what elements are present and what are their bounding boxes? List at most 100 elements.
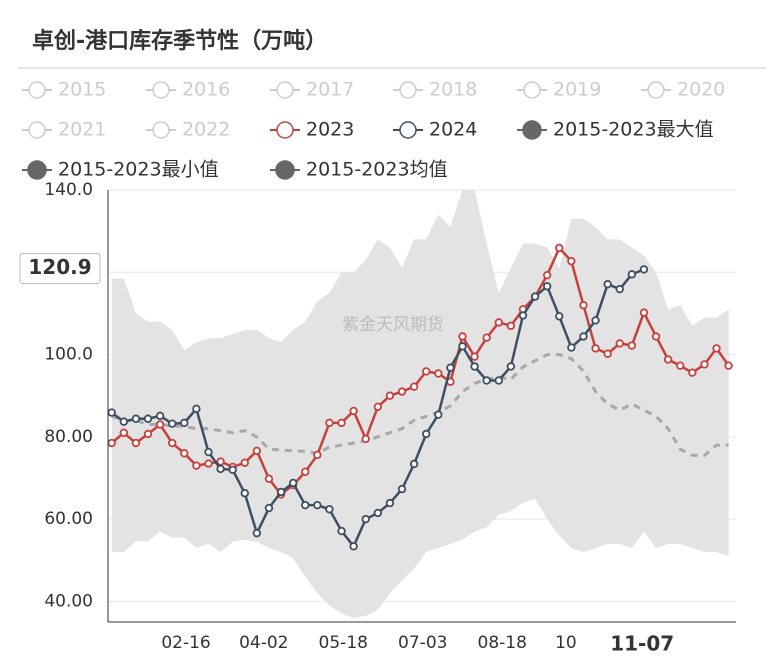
data-point <box>482 376 491 385</box>
data-point <box>264 474 274 484</box>
x-pointer-label: 11-07 <box>610 632 674 656</box>
y-pointer-label: 120.9 <box>28 255 91 279</box>
data-point <box>688 368 697 377</box>
data-point <box>288 478 298 488</box>
legend-label: 2015-2023均值 <box>306 159 448 181</box>
data-point <box>361 514 370 524</box>
pointer-label-box <box>19 253 101 285</box>
data-point <box>204 459 213 468</box>
legend-label: 2022 <box>182 119 230 141</box>
data-point <box>252 528 262 538</box>
data-point <box>325 418 334 428</box>
legend-icon-marker <box>647 81 665 99</box>
y-tick-label: 60.00 <box>44 509 93 529</box>
data-point <box>385 391 395 400</box>
legend-label: 2020 <box>677 79 725 101</box>
data-point <box>506 321 516 330</box>
x-tick-label: 07-03 <box>398 633 447 653</box>
data-point <box>204 447 213 457</box>
x-tick-label: 10 <box>555 633 577 653</box>
data-point <box>615 284 624 294</box>
data-point <box>409 382 419 391</box>
legend-icon-marker <box>152 81 170 99</box>
data-point <box>373 402 383 412</box>
data-point <box>167 419 177 428</box>
data-point <box>591 344 600 353</box>
y-tick-label: 80.00 <box>44 427 93 447</box>
data-point <box>192 461 201 470</box>
data-point <box>627 341 637 350</box>
data-point <box>373 508 383 518</box>
y-tick-label: 40.00 <box>44 591 93 611</box>
data-point <box>349 406 358 416</box>
data-point <box>542 270 552 280</box>
data-point <box>494 376 503 385</box>
data-point <box>276 487 286 497</box>
legend-icon-marker <box>523 81 541 99</box>
data-point <box>567 256 576 266</box>
data-point <box>301 467 310 477</box>
data-point <box>434 410 443 419</box>
data-point <box>422 367 431 376</box>
legend-label: 2015-2023最大值 <box>553 119 714 141</box>
data-point <box>639 308 649 317</box>
data-point <box>107 408 116 417</box>
data-point <box>240 458 249 467</box>
data-point <box>313 500 322 510</box>
data-point <box>397 484 407 494</box>
data-point <box>651 332 661 341</box>
data-point <box>131 414 141 423</box>
data-point <box>409 459 419 469</box>
data-point <box>131 438 141 448</box>
data-point <box>313 450 322 460</box>
data-point <box>567 343 576 352</box>
data-point <box>603 280 612 289</box>
chart-title: 卓创-港口库存季节性（万吨） <box>32 28 327 54</box>
legend-label: 2023 <box>306 119 354 141</box>
legend-icon-marker <box>399 121 417 139</box>
series-line <box>111 353 729 457</box>
legend-icon-marker <box>522 120 542 140</box>
legend-label: 2024 <box>429 119 477 141</box>
data-point <box>301 500 310 510</box>
legend: 2015 2016 2017 2018 2019 2020 2021 2022 2023 2024… <box>22 79 725 181</box>
x-tick-label: 02-16 <box>161 633 210 653</box>
legend-icon-marker <box>275 160 295 180</box>
data-point <box>252 446 262 456</box>
legend-icon-marker <box>27 160 47 180</box>
data-point <box>446 363 455 372</box>
legend-icon-marker <box>28 121 46 139</box>
x-tick-label: 04-02 <box>239 633 288 653</box>
pointer-label-bg <box>606 630 679 660</box>
data-point <box>167 438 177 448</box>
data-point <box>361 434 370 444</box>
legend-label: 2021 <box>58 119 106 141</box>
data-point <box>482 333 491 342</box>
data-point <box>119 428 129 437</box>
data-point <box>506 362 516 371</box>
data-point <box>143 429 153 439</box>
data-point <box>458 342 467 351</box>
range-band <box>111 190 729 618</box>
data-point <box>518 311 528 320</box>
x-tick-label: 05-18 <box>319 633 368 653</box>
legend-label: 2018 <box>429 79 477 101</box>
data-point <box>676 361 685 370</box>
data-point <box>228 465 237 474</box>
y-tick-label: 100.0 <box>44 345 93 365</box>
watermark: 紫金天风期货 <box>342 315 444 335</box>
data-point <box>155 411 165 421</box>
data-point <box>712 344 721 353</box>
data-point <box>724 361 733 370</box>
data-point <box>494 318 503 327</box>
data-point <box>216 464 225 474</box>
legend-label: 2017 <box>306 79 354 101</box>
data-point <box>458 332 467 341</box>
plot-area: 40.0060.0080.00100.0120.0140.0紫金天风期货02-1… <box>19 180 736 660</box>
data-point <box>663 355 673 364</box>
data-point <box>240 489 249 498</box>
data-point <box>434 369 443 378</box>
data-point <box>422 429 431 439</box>
data-point <box>542 282 552 291</box>
